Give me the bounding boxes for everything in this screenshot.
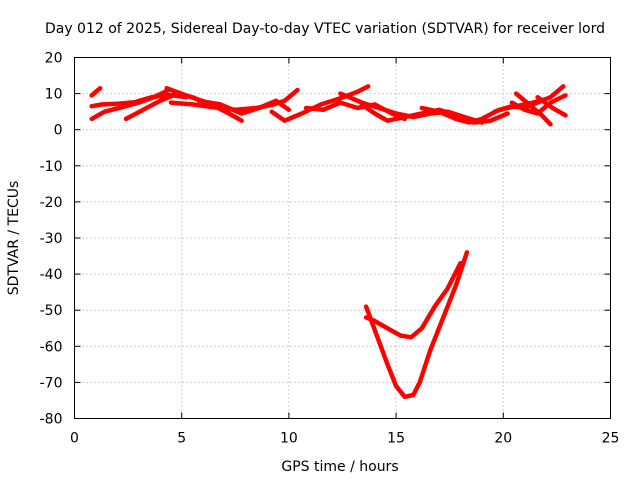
tick-marks	[74, 57, 611, 419]
y-axis-label: SDTVAR / TECUs	[6, 181, 22, 296]
series-line-pass-q	[363, 250, 470, 400]
y-tick-label: -60	[40, 339, 63, 355]
y-tick-label: 10	[45, 87, 63, 103]
x-tick-label: 20	[494, 431, 512, 447]
x-tick-label: 15	[387, 431, 405, 447]
chart-title: Day 012 of 2025, Sidereal Day-to-day VTE…	[45, 21, 605, 37]
y-tick-label: -50	[40, 303, 63, 319]
y-tick-label: 0	[54, 123, 63, 139]
x-tick-label: 5	[177, 431, 186, 447]
series-line-pass-e	[168, 87, 300, 113]
y-tick-label: -40	[40, 267, 63, 283]
tick-labels: 0 5 10 15 20 25 20 10 0 -10 -20 -30 -40 -50 -60 -70 -80	[40, 51, 620, 447]
y-tick-label: -80	[40, 412, 63, 428]
series-line-pass-b	[89, 87, 172, 122]
series-line-pass-h	[269, 84, 371, 123]
series-line-pass-r	[363, 261, 463, 340]
series-line-pass-d	[123, 93, 189, 122]
x-tick-label: 25	[602, 431, 620, 447]
series-line-pass-p	[535, 94, 568, 118]
y-tick-label: -30	[40, 231, 63, 247]
x-tick-label: 10	[280, 431, 298, 447]
series-layer	[89, 84, 568, 400]
y-tick-label: -20	[40, 195, 63, 211]
series-line-pass-o	[513, 91, 553, 127]
series-line-pass-g	[196, 98, 292, 116]
y-tick-label: -70	[40, 375, 63, 391]
x-tick-label: 0	[70, 431, 79, 447]
series-line-pass-c	[89, 85, 103, 98]
y-tick-label: 20	[45, 51, 63, 67]
x-axis-label: GPS time / hours	[281, 459, 398, 475]
y-tick-label: -10	[40, 159, 63, 175]
